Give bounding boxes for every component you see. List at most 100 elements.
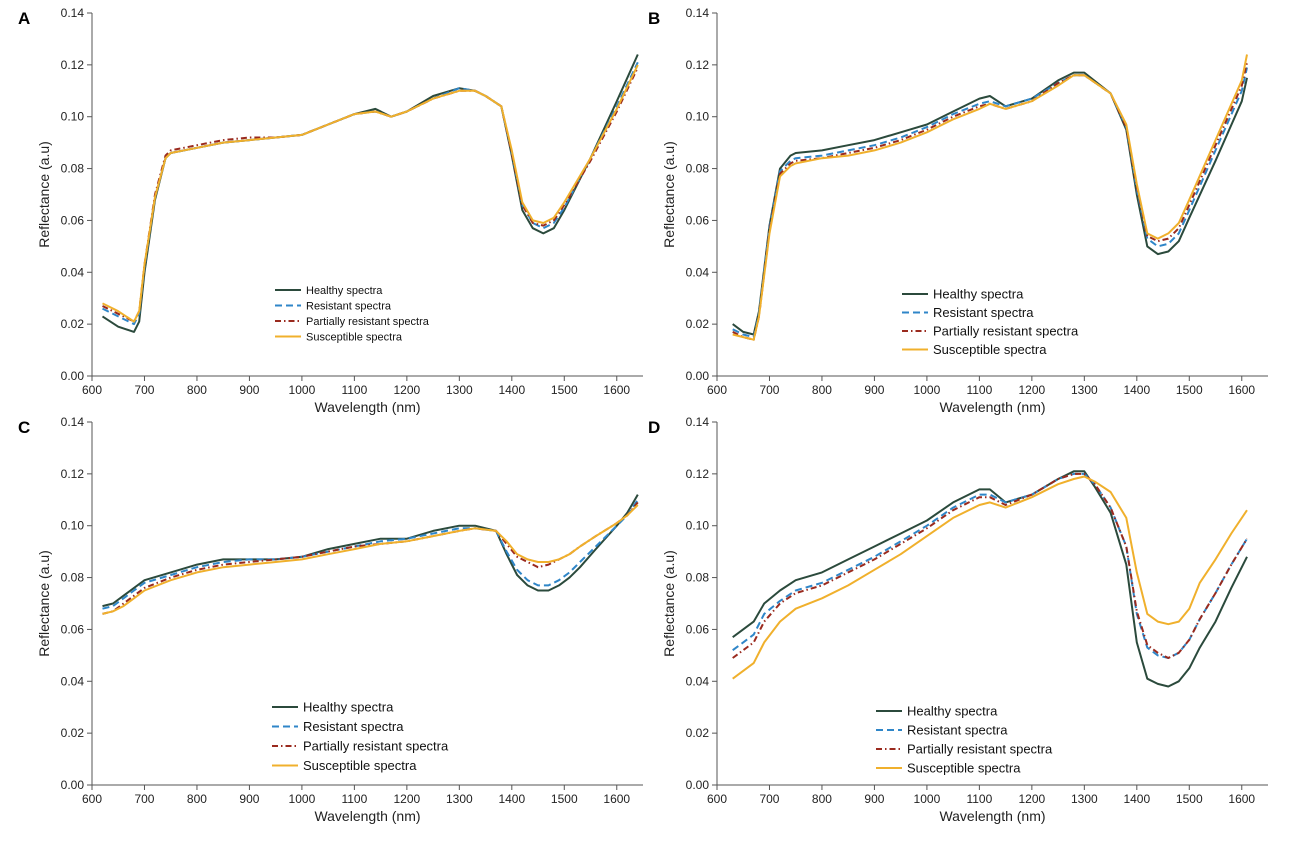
- legend-label: Partially resistant spectra: [306, 316, 430, 328]
- legend-label: Resistant spectra: [306, 300, 392, 312]
- x-tick-label: 1400: [498, 792, 525, 806]
- legend-label: Healthy spectra: [303, 700, 394, 715]
- x-tick-label: 600: [82, 792, 102, 806]
- x-tick-label: 1200: [394, 383, 421, 397]
- y-tick-label: 0.14: [61, 6, 85, 20]
- x-tick-label: 900: [864, 383, 884, 397]
- y-tick-label: 0.04: [61, 674, 85, 688]
- x-axis-title: Wavelength (nm): [939, 808, 1045, 824]
- legend-label: Susceptible spectra: [933, 342, 1047, 357]
- y-tick-label: 0.06: [686, 622, 710, 636]
- x-tick-label: 1500: [1176, 383, 1203, 397]
- y-tick-label: 0.08: [686, 571, 710, 585]
- y-tick-label: 0.10: [686, 110, 710, 124]
- legend-label: Resistant spectra: [933, 305, 1034, 320]
- legend: Healthy spectra Resistant spectra Partiall…: [272, 700, 449, 773]
- x-tick-label: 1200: [1019, 792, 1046, 806]
- series-line-resistant: [102, 499, 639, 610]
- x-tick-label: 1100: [341, 792, 367, 806]
- y-tick-label: 0.12: [686, 467, 710, 481]
- series-line-partially-resistant: [102, 501, 639, 615]
- legend-label: Partially resistant spectra: [303, 739, 449, 754]
- series-line-susceptible: [102, 504, 639, 615]
- x-tick-label: 1200: [1019, 383, 1046, 397]
- y-tick-label: 0.08: [686, 162, 710, 176]
- y-tick-label: 0.10: [61, 110, 85, 124]
- x-tick-label: 900: [239, 792, 259, 806]
- y-axis-title: Reflectance (a.u): [661, 550, 677, 657]
- series-line-healthy: [102, 494, 639, 608]
- x-axis-title: Wavelength (nm): [314, 399, 420, 415]
- x-tick-label: 1300: [446, 383, 473, 397]
- x-tick-label: 1500: [1176, 792, 1203, 806]
- x-tick-label: 1600: [603, 383, 630, 397]
- x-tick-label: 1400: [1123, 792, 1150, 806]
- panel-letter: C: [18, 418, 30, 437]
- series-line-healthy: [732, 470, 1248, 688]
- chart-panel-a: A 0.00 0.02 0.04 0.06 0.08 0.10 0.12 0.14 600 700 8…: [18, 6, 643, 415]
- x-tick-label: 600: [707, 383, 727, 397]
- y-tick-label: 0.02: [686, 726, 710, 740]
- y-tick-label: 0.06: [61, 622, 85, 636]
- series-line-susceptible: [732, 54, 1248, 341]
- legend-label: Partially resistant spectra: [907, 742, 1053, 757]
- legend: Healthy spectra Resistant spectra Partiall…: [275, 285, 430, 343]
- series-line-partially-resistant: [732, 472, 1248, 659]
- x-tick-label: 1600: [1228, 792, 1255, 806]
- x-tick-label: 1300: [1071, 792, 1098, 806]
- series-line-susceptible: [102, 64, 639, 323]
- x-tick-label: 1500: [551, 792, 578, 806]
- x-tick-label: 1000: [289, 383, 316, 397]
- y-tick-label: 0.14: [686, 415, 710, 429]
- chart-panel-c: C 0.00 0.02 0.04 0.06 0.08 0.10 0.12 0.14 600 700 8…: [18, 415, 643, 824]
- x-tick-label: 1000: [914, 792, 941, 806]
- y-tick-label: 0.00: [686, 778, 710, 792]
- x-tick-label: 1600: [1228, 383, 1255, 397]
- legend-label: Susceptible spectra: [306, 331, 403, 343]
- legend-label: Healthy spectra: [907, 704, 998, 719]
- chart-panel-d: D 0.00 0.02 0.04 0.06 0.08 0.10 0.12 0.14 600 700 8…: [648, 415, 1268, 824]
- x-tick-label: 1000: [914, 383, 941, 397]
- y-tick-label: 0.12: [61, 58, 85, 72]
- legend: Healthy spectra Resistant spectra Partiall…: [902, 287, 1079, 357]
- y-tick-label: 0.00: [61, 778, 85, 792]
- x-tick-label: 600: [707, 792, 727, 806]
- y-tick-label: 0.02: [61, 317, 85, 331]
- y-axis-title: Reflectance (a.u): [661, 141, 677, 248]
- y-tick-label: 0.00: [61, 369, 85, 383]
- y-tick-label: 0.12: [61, 467, 85, 481]
- x-tick-label: 900: [864, 792, 884, 806]
- legend-label: Healthy spectra: [306, 285, 383, 297]
- y-tick-label: 0.10: [61, 519, 85, 533]
- y-tick-label: 0.02: [61, 726, 85, 740]
- legend-label: Resistant spectra: [907, 723, 1008, 738]
- x-axis-title: Wavelength (nm): [939, 399, 1045, 415]
- y-tick-label: 0.06: [686, 213, 710, 227]
- legend-label: Partially resistant spectra: [933, 324, 1079, 339]
- y-tick-label: 0.04: [61, 265, 85, 279]
- x-tick-label: 700: [759, 792, 779, 806]
- y-tick-label: 0.04: [686, 265, 710, 279]
- panel-letter: A: [18, 9, 30, 28]
- y-axis-title: Reflectance (a.u): [36, 141, 52, 248]
- series-line-resistant: [732, 67, 1248, 339]
- panel-letter: B: [648, 9, 660, 28]
- y-axis-title: Reflectance (a.u): [36, 550, 52, 657]
- y-tick-label: 0.14: [61, 415, 85, 429]
- x-tick-label: 700: [759, 383, 779, 397]
- y-tick-label: 0.06: [61, 213, 85, 227]
- legend-label: Susceptible spectra: [303, 758, 417, 773]
- x-tick-label: 1400: [498, 383, 525, 397]
- x-tick-label: 1000: [289, 792, 316, 806]
- x-tick-label: 800: [187, 792, 207, 806]
- series-line-susceptible: [732, 475, 1248, 680]
- x-tick-label: 600: [82, 383, 102, 397]
- x-tick-label: 1200: [394, 792, 421, 806]
- legend-label: Susceptible spectra: [907, 761, 1021, 776]
- x-tick-label: 700: [134, 792, 154, 806]
- y-tick-label: 0.08: [61, 571, 85, 585]
- x-tick-label: 900: [239, 383, 259, 397]
- legend-label: Healthy spectra: [933, 287, 1024, 302]
- x-axis-title: Wavelength (nm): [314, 808, 420, 824]
